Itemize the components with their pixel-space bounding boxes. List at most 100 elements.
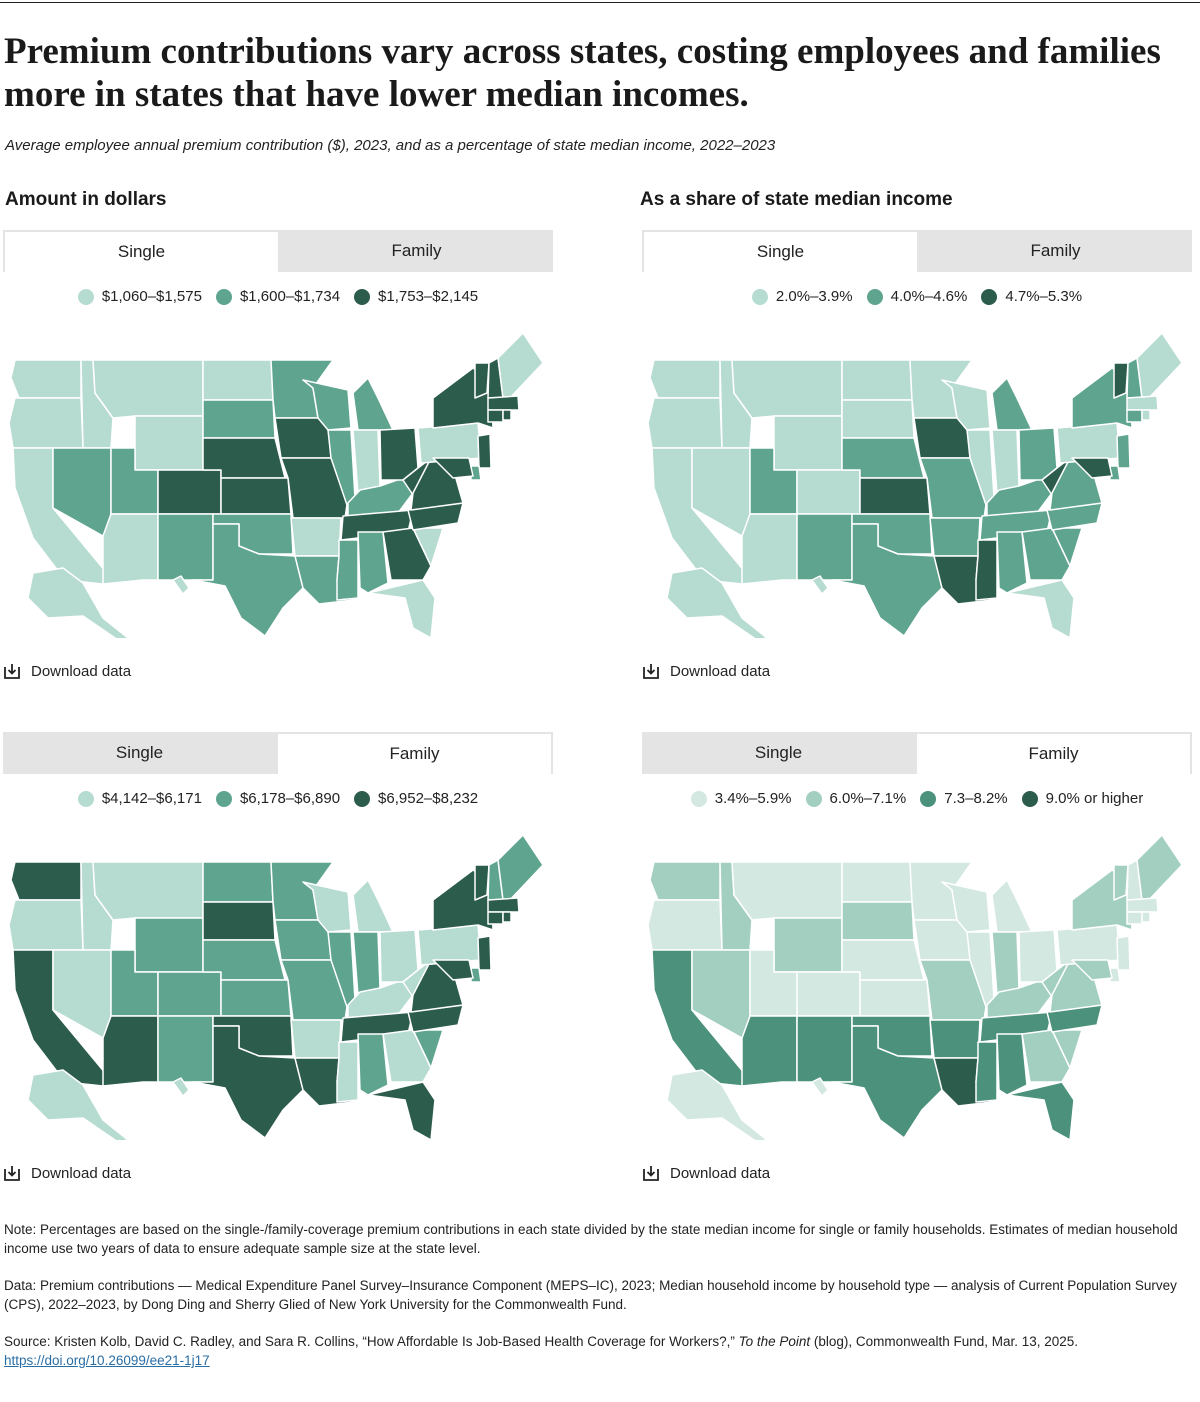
tab-single[interactable]: Single — [3, 230, 280, 272]
tab-family[interactable]: Family — [1030, 241, 1081, 260]
state-ak[interactable] — [27, 1069, 129, 1140]
tab-family[interactable]: Family — [391, 241, 442, 260]
state-az[interactable] — [741, 1015, 798, 1087]
state-sd[interactable] — [841, 399, 915, 439]
state-ar[interactable] — [290, 517, 342, 557]
state-nm[interactable] — [796, 1015, 853, 1083]
state-ks[interactable] — [859, 979, 931, 1017]
state-mi[interactable] — [352, 879, 394, 933]
tab-single[interactable]: Single — [642, 230, 919, 272]
state-mt[interactable] — [92, 359, 204, 419]
state-or[interactable] — [647, 899, 723, 951]
state-nj[interactable] — [1116, 935, 1131, 971]
download-data-button[interactable]: Download data — [642, 662, 770, 680]
state-mt[interactable] — [92, 861, 204, 921]
state-wi[interactable] — [941, 379, 991, 431]
state-vt[interactable] — [474, 864, 490, 901]
state-ri[interactable] — [1141, 409, 1151, 421]
state-ri[interactable] — [502, 911, 512, 923]
state-in[interactable] — [352, 931, 381, 996]
state-ct[interactable] — [487, 409, 504, 423]
state-or[interactable] — [8, 397, 84, 449]
state-vt[interactable] — [1113, 362, 1129, 399]
state-md[interactable] — [1071, 457, 1113, 479]
state-wy[interactable] — [773, 415, 843, 471]
state-az[interactable] — [102, 513, 159, 585]
state-hi[interactable] — [172, 1077, 190, 1097]
state-ma[interactable] — [487, 395, 520, 411]
state-wy[interactable] — [773, 917, 843, 973]
state-ks[interactable] — [859, 477, 931, 515]
state-nm[interactable] — [157, 513, 214, 581]
state-nd[interactable] — [841, 359, 913, 401]
download-data-button[interactable]: Download data — [642, 1164, 770, 1182]
state-ar[interactable] — [929, 517, 981, 557]
state-nd[interactable] — [202, 359, 274, 401]
state-me[interactable] — [497, 332, 544, 401]
tab-single[interactable]: Single — [754, 743, 803, 762]
tab-single[interactable]: Single — [115, 743, 164, 762]
state-hi[interactable] — [811, 575, 829, 595]
state-nj[interactable] — [477, 935, 492, 971]
state-co[interactable] — [796, 469, 861, 515]
state-nm[interactable] — [157, 1015, 214, 1083]
state-nd[interactable] — [841, 861, 913, 903]
state-wi[interactable] — [302, 881, 352, 933]
state-in[interactable] — [352, 429, 381, 494]
state-in[interactable] — [991, 931, 1020, 996]
state-wa[interactable] — [10, 861, 82, 901]
state-sd[interactable] — [841, 901, 915, 941]
state-ak[interactable] — [27, 567, 129, 638]
state-ma[interactable] — [1126, 395, 1159, 411]
state-mt[interactable] — [731, 359, 843, 419]
state-md[interactable] — [432, 959, 474, 981]
state-ms[interactable] — [336, 1041, 359, 1103]
state-ma[interactable] — [487, 897, 520, 913]
tab-family[interactable]: Family — [915, 732, 1192, 774]
state-co[interactable] — [157, 469, 222, 515]
state-fl[interactable] — [367, 579, 436, 638]
state-pa[interactable] — [417, 924, 482, 966]
state-co[interactable] — [157, 971, 222, 1017]
state-al[interactable] — [357, 1033, 389, 1096]
state-tx[interactable] — [192, 523, 304, 637]
state-ma[interactable] — [1126, 897, 1159, 913]
state-pa[interactable] — [1056, 422, 1121, 464]
state-or[interactable] — [8, 899, 84, 951]
state-sd[interactable] — [202, 399, 276, 439]
state-pa[interactable] — [1056, 924, 1121, 966]
state-wy[interactable] — [134, 415, 204, 471]
state-tx[interactable] — [831, 523, 943, 637]
tab-family[interactable]: Family — [276, 732, 553, 774]
state-tx[interactable] — [192, 1025, 304, 1139]
state-in[interactable] — [991, 429, 1020, 494]
state-al[interactable] — [357, 531, 389, 594]
state-fl[interactable] — [367, 1081, 436, 1140]
state-nj[interactable] — [477, 433, 492, 469]
state-nd[interactable] — [202, 861, 274, 903]
state-wa[interactable] — [10, 359, 82, 399]
state-ks[interactable] — [220, 477, 292, 515]
state-wa[interactable] — [649, 359, 721, 399]
state-me[interactable] — [1136, 332, 1183, 401]
state-mi[interactable] — [991, 879, 1033, 933]
state-ri[interactable] — [502, 409, 512, 421]
state-nj[interactable] — [1116, 433, 1131, 469]
state-co[interactable] — [796, 971, 861, 1017]
state-al[interactable] — [996, 531, 1028, 594]
state-az[interactable] — [741, 513, 798, 585]
state-vt[interactable] — [474, 362, 490, 399]
state-wi[interactable] — [302, 379, 352, 431]
state-me[interactable] — [1136, 834, 1183, 903]
state-pa[interactable] — [417, 422, 482, 464]
state-al[interactable] — [996, 1033, 1028, 1096]
state-ak[interactable] — [666, 567, 768, 638]
state-wa[interactable] — [649, 861, 721, 901]
state-ct[interactable] — [487, 911, 504, 925]
state-ks[interactable] — [220, 979, 292, 1017]
state-me[interactable] — [497, 834, 544, 903]
state-vt[interactable] — [1113, 864, 1129, 901]
state-ri[interactable] — [1141, 911, 1151, 923]
state-nm[interactable] — [796, 513, 853, 581]
state-ms[interactable] — [975, 1041, 998, 1103]
